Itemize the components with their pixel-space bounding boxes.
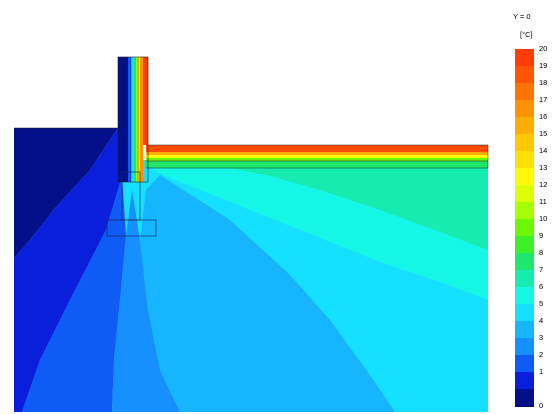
wall-band-0: [118, 57, 128, 182]
temperature-color-legend: 20 19 18 17 16 15 14 13 12 11 10 9 8 7 6 5 4 3 2 1 0: [515, 45, 555, 414]
legend-unit-label: [°C]: [520, 30, 533, 39]
legend-label: 14: [539, 146, 548, 155]
legend-entry: 5: [515, 300, 555, 322]
legend-swatch: [515, 134, 534, 152]
legend-label: 13: [539, 163, 548, 172]
wall-band-2: [128, 57, 131, 182]
legend-label: 18: [539, 78, 548, 87]
legend-swatch: [515, 253, 534, 271]
legend-swatch: [515, 236, 534, 254]
legend-label: 3: [539, 333, 544, 342]
legend-plane-label: Y = 0: [513, 12, 531, 21]
legend-swatch: [515, 372, 534, 390]
slab-band-16: [146, 152, 488, 155]
legend-swatch: [515, 168, 534, 186]
legend-entry: 7: [515, 266, 555, 288]
wall-band-14: [138, 57, 140, 182]
legend-label: 7: [539, 265, 544, 274]
legend-swatch: [515, 270, 534, 288]
legend-entry: 3: [515, 334, 555, 356]
legend-entry: 6: [515, 283, 555, 305]
slab-band-13: [146, 155, 488, 158]
legend-entry: 1: [515, 368, 555, 390]
legend-label: 8: [539, 248, 544, 257]
legend-swatch: [515, 66, 534, 84]
legend-label: 2: [539, 350, 544, 359]
legend-entry: 16: [515, 113, 555, 135]
footing-pad: [106, 219, 157, 237]
legend-label: 12: [539, 180, 548, 189]
legend-label: 10: [539, 214, 548, 223]
legend-label: 9: [539, 231, 544, 240]
legend-entry: 13: [515, 164, 555, 186]
legend-swatch: [515, 355, 534, 373]
legend-label: 0: [539, 401, 544, 410]
legend-entry: 14: [515, 147, 555, 169]
legend-entry: 4: [515, 317, 555, 339]
legend-label: 15: [539, 129, 548, 138]
legend-swatch: [515, 389, 534, 407]
legend-entry: 15: [515, 130, 555, 152]
legend-entry: 12: [515, 181, 555, 203]
legend-label: 17: [539, 95, 548, 104]
legend-swatch: [515, 83, 534, 101]
isotherm-band-4-5: [140, 175, 395, 412]
wall-band-17: [140, 57, 143, 182]
legend-label: 1: [539, 367, 544, 376]
legend-label: 16: [539, 112, 548, 121]
wall-band-8: [134, 57, 136, 182]
legend-entry: 8: [515, 249, 555, 271]
legend-swatch: [515, 304, 534, 322]
legend-entry: 18: [515, 79, 555, 101]
legend-swatch: [515, 185, 534, 203]
legend-entry: 19: [515, 62, 555, 84]
legend-swatch: [515, 117, 534, 135]
isotherm-band-3-4: [112, 190, 180, 412]
legend-swatch: [515, 219, 534, 237]
legend-entry: 17: [515, 96, 555, 118]
legend-entry: 9: [515, 232, 555, 254]
legend-swatch: [515, 151, 534, 169]
legend-label: 20: [539, 44, 548, 53]
legend-entry: 2: [515, 351, 555, 373]
legend-entry: [515, 389, 555, 407]
legend-label: 5: [539, 299, 544, 308]
legend-swatch: [515, 287, 534, 305]
isotherm-band-1-2: [14, 128, 122, 412]
isotherm-band-7-8: [230, 168, 488, 250]
legend-entry: 10: [515, 215, 555, 237]
wall-band-20: [143, 57, 148, 145]
legend-label: 19: [539, 61, 548, 70]
legend-label: 6: [539, 282, 544, 291]
legend-swatch: [515, 202, 534, 220]
legend-swatch: [515, 100, 534, 118]
wall-band-11: [136, 57, 138, 182]
legend-entry: 20: [515, 45, 555, 67]
legend-entry: 11: [515, 198, 555, 220]
slab-band-19: [146, 145, 488, 152]
legend-label: 11: [539, 197, 547, 206]
wall-band-5: [131, 57, 134, 182]
legend-swatch: [515, 321, 534, 339]
isotherm-band-0-1: [14, 128, 118, 258]
slab-band-8: [146, 161, 488, 168]
wall-outline: [117, 56, 149, 183]
isotherm-band-2-3: [22, 176, 126, 412]
legend-swatch: [515, 49, 534, 67]
slab-band-10: [146, 158, 488, 161]
legend-swatch: [515, 338, 534, 356]
legend-label: 4: [539, 316, 544, 325]
